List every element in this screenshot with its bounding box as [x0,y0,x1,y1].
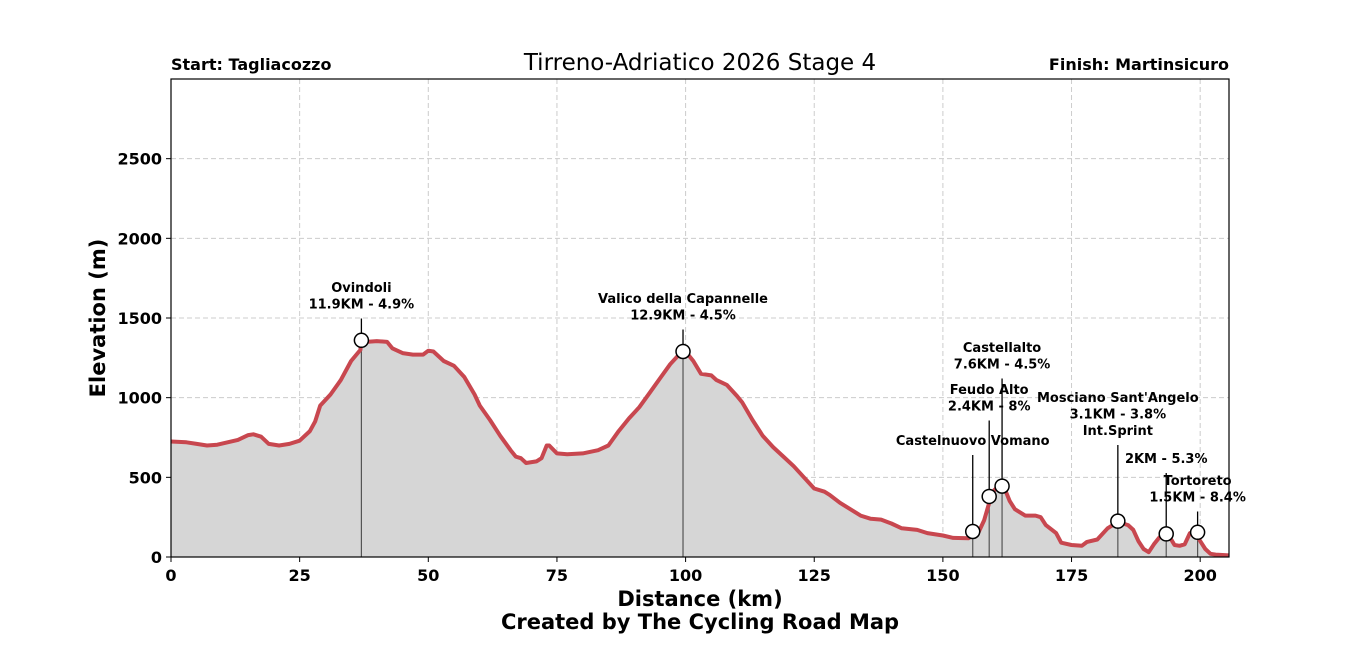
annotation-marker [964,523,981,540]
profile-area [171,340,1229,557]
x-tick-label: 200 [1183,566,1216,585]
annotation-marker [675,343,691,360]
annotation-marker [1189,524,1206,541]
y-tick-label: 500 [129,468,162,487]
x-tick-label: 75 [546,566,568,585]
start-label: Start: Tagliacozzo [171,55,331,74]
annotation-marker [1158,526,1174,542]
annotation-label: Tortoreto [1164,474,1232,489]
y-tick-label: 0 [151,548,162,567]
y-tick-label: 1000 [117,389,162,408]
x-tick-label: 50 [417,566,439,585]
x-tick-label: 0 [165,566,176,585]
annotation-label: 7.6KM - 4.5% [954,358,1051,373]
annotation-label: 2KM - 5.3% [1125,452,1208,467]
annotation-marker [1110,513,1126,529]
annotation-label: Castelnuovo Vomano [896,434,1050,449]
x-tick-label: 125 [798,566,831,585]
annotation-label: Int.Sprint [1083,424,1153,439]
x-tick-label: 25 [289,566,311,585]
annotation-label: Valico della Capannelle [598,292,768,307]
annotation-label: 1.5KM - 8.4% [1149,491,1246,506]
annotation-label: Mosciano Sant'Angelo [1037,391,1199,406]
annotation-marker [353,332,370,349]
y-tick-label: 2000 [117,229,162,248]
annotation-label: 2.4KM - 8% [948,400,1031,415]
annotation-label: 11.9KM - 4.9% [309,298,415,313]
credit-label: Created by The Cycling Road Map [501,610,899,634]
x-tick-label: 150 [926,566,959,585]
chart-title: Tirreno-Adriatico 2026 Stage 4 [523,50,876,76]
finish-label: Finish: Martinsicuro [1049,55,1229,74]
y-tick-label: 2500 [117,150,162,169]
annotation-label: 12.9KM - 4.5% [630,309,736,324]
annotation-label: Ovindoli [331,281,391,296]
annotation-label: Castellalto [963,341,1041,356]
annotation-marker [994,478,1010,494]
x-tick-label: 100 [669,566,702,585]
y-axis-label: Elevation (m) [86,239,110,398]
annotations: Ovindoli 11.9KM - 4.9% Valico della Capann… [309,281,1246,542]
axis-ticks: 0 25 50 75 100 125 150 175 200050010001500200025… [117,150,1216,585]
annotation-label: 3.1KM - 3.8% [1070,408,1167,423]
x-tick-label: 175 [1055,566,1088,585]
x-axis-label: Distance (km) [617,587,782,611]
y-tick-label: 1500 [117,309,162,328]
annotation-label: Feudo Alto [950,383,1029,398]
annotation-marker [981,488,997,505]
